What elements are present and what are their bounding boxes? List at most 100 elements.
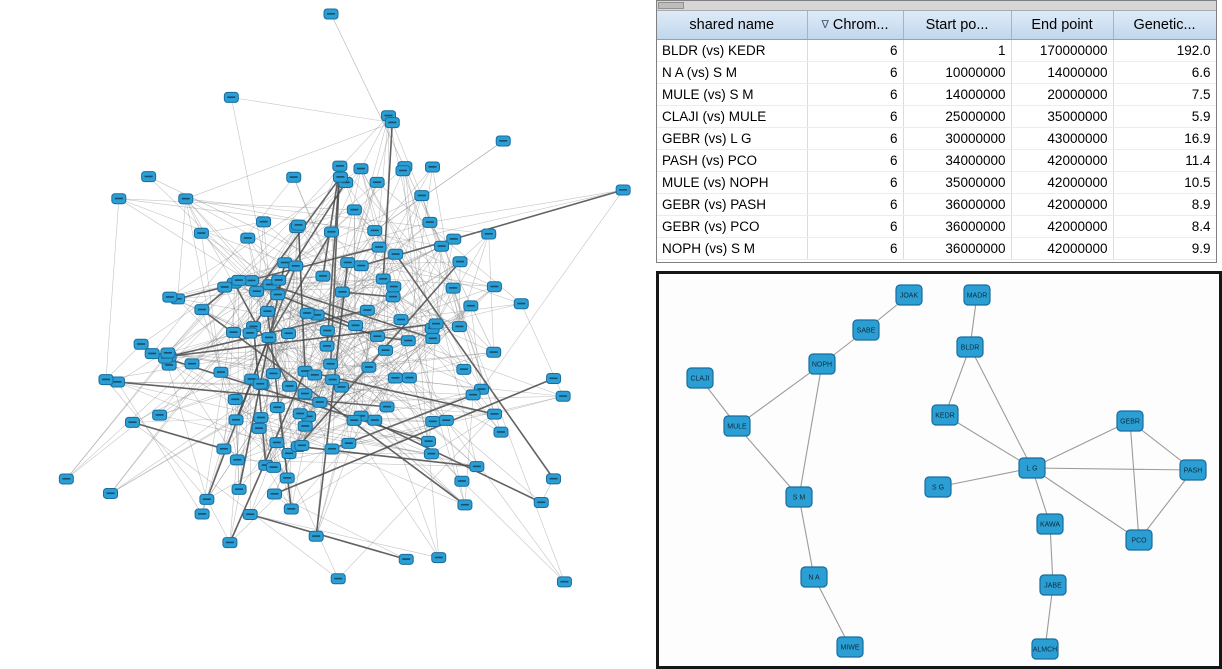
network-node[interactable] xyxy=(389,249,403,259)
network-edge[interactable] xyxy=(207,499,230,542)
network-node[interactable] xyxy=(425,162,439,172)
table-row[interactable]: CLAJI (vs) MULE625000000350000005.9 xyxy=(657,105,1216,127)
network-node[interactable] xyxy=(380,402,394,412)
network-node[interactable] xyxy=(333,172,347,182)
network-edge[interactable] xyxy=(737,426,799,497)
network-node[interactable] xyxy=(292,220,306,230)
network-node[interactable] xyxy=(341,258,355,268)
cell-shared-name[interactable]: N A (vs) S M xyxy=(657,61,807,83)
table-row[interactable]: N A (vs) S M610000000140000006.6 xyxy=(657,61,1216,83)
cell-value[interactable]: 6 xyxy=(807,149,903,171)
network-node-madr[interactable]: MADR xyxy=(964,285,990,305)
network-node-sabe[interactable]: SABE xyxy=(853,320,879,340)
cell-value[interactable]: 1 xyxy=(903,39,1011,61)
network-node[interactable] xyxy=(254,413,268,423)
network-node[interactable] xyxy=(195,305,209,315)
table-row[interactable]: MULE (vs) NOPH6350000004200000010.5 xyxy=(657,171,1216,193)
cell-value[interactable]: 6 xyxy=(807,105,903,127)
network-edge[interactable] xyxy=(305,426,428,441)
column-header-3[interactable]: End point xyxy=(1011,11,1113,39)
network-node[interactable] xyxy=(387,282,401,292)
cell-value[interactable]: 9.9 xyxy=(1113,237,1216,259)
network-node[interactable] xyxy=(163,292,177,302)
cell-value[interactable]: 10.5 xyxy=(1113,171,1216,193)
network-edge[interactable] xyxy=(106,199,119,380)
network-node[interactable] xyxy=(271,290,285,300)
network-node[interactable] xyxy=(320,341,334,351)
network-node[interactable] xyxy=(514,299,528,309)
cell-value[interactable]: 192.0 xyxy=(1113,39,1216,61)
table-row[interactable]: BLDR (vs) KEDR61170000000192.0 xyxy=(657,39,1216,61)
network-node[interactable] xyxy=(262,333,276,343)
network-edge[interactable] xyxy=(737,364,822,426)
cell-shared-name[interactable]: CLAJI (vs) MULE xyxy=(657,105,807,127)
network-node-pco[interactable]: PCO xyxy=(1126,530,1152,550)
network-node-gebr[interactable]: GEBR xyxy=(1117,411,1143,431)
network-edge[interactable] xyxy=(178,199,186,299)
network-node[interactable] xyxy=(333,161,347,171)
cell-value[interactable]: 6 xyxy=(807,215,903,237)
cell-value[interactable]: 42000000 xyxy=(1011,215,1113,237)
network-node[interactable] xyxy=(331,574,345,584)
network-node[interactable] xyxy=(230,455,244,465)
network-node-jabe[interactable]: JABE xyxy=(1040,575,1066,595)
network-node[interactable] xyxy=(308,370,322,380)
network-node[interactable] xyxy=(435,241,449,251)
network-node-almch[interactable]: ALMCH xyxy=(1032,639,1058,659)
network-node[interactable] xyxy=(145,349,159,359)
cell-value[interactable]: 36000000 xyxy=(903,237,1011,259)
column-header-2[interactable]: Start po... xyxy=(903,11,1011,39)
network-node[interactable] xyxy=(272,275,286,285)
cell-value[interactable]: 6 xyxy=(807,193,903,215)
network-node[interactable] xyxy=(557,577,571,587)
network-node[interactable] xyxy=(342,438,356,448)
network-node[interactable] xyxy=(161,348,175,358)
cell-shared-name[interactable]: MULE (vs) S M xyxy=(657,83,807,105)
network-node[interactable] xyxy=(270,402,284,412)
network-node[interactable] xyxy=(252,423,266,433)
network-node-s-m[interactable]: S M xyxy=(786,487,812,507)
network-node[interactable] xyxy=(241,233,255,243)
network-node[interactable] xyxy=(496,136,510,146)
network-node[interactable] xyxy=(347,205,361,215)
network-node[interactable] xyxy=(379,345,393,355)
network-node[interactable] xyxy=(250,286,264,296)
network-node[interactable] xyxy=(368,415,382,425)
network-node[interactable] xyxy=(229,415,243,425)
cell-value[interactable]: 43000000 xyxy=(1011,127,1113,149)
network-node[interactable] xyxy=(142,172,156,182)
network-node[interactable] xyxy=(401,336,415,346)
column-header-0[interactable]: shared name xyxy=(657,11,807,39)
network-node-l-g[interactable]: L G xyxy=(1019,458,1045,478)
cell-value[interactable]: 6 xyxy=(807,83,903,105)
table-row[interactable]: GEBR (vs) L G6300000004300000016.9 xyxy=(657,127,1216,149)
network-node[interactable] xyxy=(432,553,446,563)
network-node[interactable] xyxy=(399,554,413,564)
network-node[interactable] xyxy=(298,421,312,431)
cell-value[interactable]: 20000000 xyxy=(1011,83,1113,105)
network-node[interactable] xyxy=(466,390,480,400)
network-node[interactable] xyxy=(494,427,508,437)
cell-value[interactable]: 6 xyxy=(807,127,903,149)
cell-value[interactable]: 6 xyxy=(807,61,903,83)
network-node[interactable] xyxy=(470,462,484,472)
network-node[interactable] xyxy=(218,282,232,292)
network-node[interactable] xyxy=(194,228,208,238)
network-node[interactable] xyxy=(284,504,298,514)
cell-value[interactable]: 7.5 xyxy=(1113,83,1216,105)
network-node[interactable] xyxy=(396,166,410,176)
cell-value[interactable]: 34000000 xyxy=(903,149,1011,171)
network-node[interactable] xyxy=(228,395,242,405)
network-node[interactable] xyxy=(134,339,148,349)
cell-value[interactable]: 30000000 xyxy=(903,127,1011,149)
network-node[interactable] xyxy=(457,364,471,374)
cell-value[interactable]: 10000000 xyxy=(903,61,1011,83)
network-node[interactable] xyxy=(266,369,280,379)
network-node[interactable] xyxy=(429,319,443,329)
network-node[interactable] xyxy=(402,373,416,383)
network-node[interactable] xyxy=(243,509,257,519)
cell-value[interactable]: 35000000 xyxy=(903,171,1011,193)
network-node[interactable] xyxy=(368,226,382,236)
network-node[interactable] xyxy=(458,500,472,510)
network-edge[interactable] xyxy=(465,395,473,505)
